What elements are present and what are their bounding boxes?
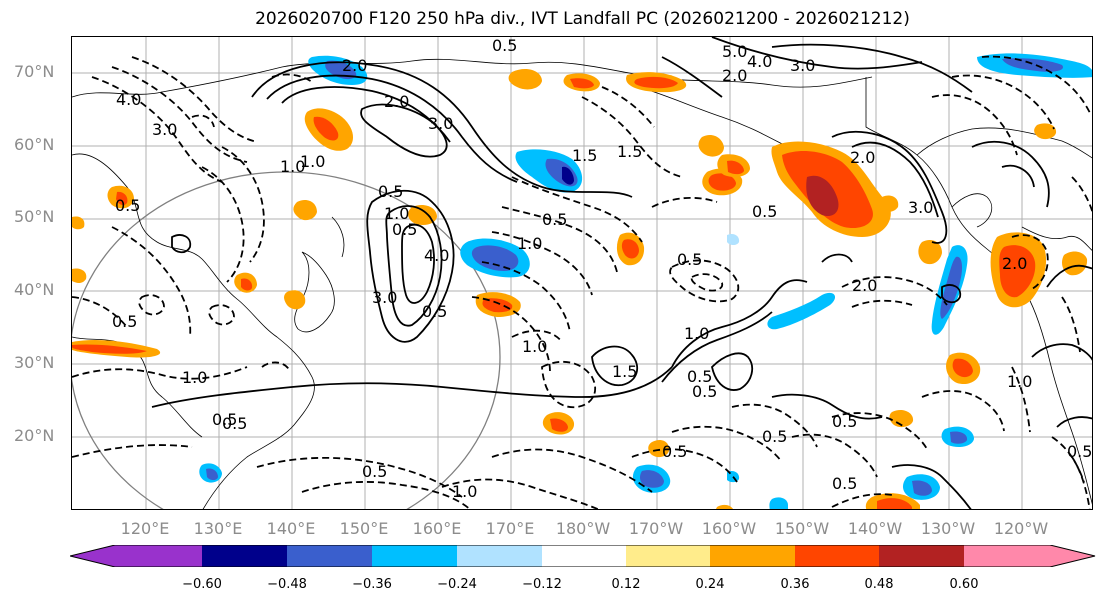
contour-label: 0.5 — [687, 367, 712, 386]
contour-label: 0.5 — [115, 196, 140, 215]
contour-label: 0.5 — [832, 412, 857, 431]
lon-label-140e: 140°E — [266, 519, 316, 538]
colorbar-segment — [372, 545, 457, 567]
contour-label: 1.5 — [612, 362, 637, 381]
colorbar-segment — [70, 545, 202, 567]
contour-label: 1.0 — [452, 482, 477, 501]
contour-label: 0.5 — [692, 382, 717, 401]
colorbar-tick-label: −0.12 — [522, 577, 562, 592]
contour-label: 0.5 — [752, 202, 777, 221]
contour-label: 1.0 — [280, 157, 305, 176]
contour-label: 3.0 — [428, 114, 453, 133]
contour-label: 3.0 — [152, 120, 177, 139]
lat-label-20n: 20°N — [14, 426, 55, 445]
colorbar-segment — [964, 545, 1095, 567]
colorbar-outline — [70, 545, 1096, 567]
lon-label-150w: 150°W — [774, 519, 830, 538]
contour-label: 1.0 — [522, 337, 547, 356]
contour-label: 0.5 — [222, 414, 247, 433]
contour-label: 0.5 — [378, 182, 403, 201]
lat-label-60n: 60°N — [14, 135, 55, 154]
contour-label: 2.0 — [852, 276, 877, 295]
lon-label-170e: 170°E — [485, 519, 535, 538]
map-canvas: 2.0 0.5 5.0 4.0 3.0 2.0 1.0 0.5 4.0 3.0 … — [72, 37, 1092, 509]
colorbar-tick-label: 0.24 — [695, 577, 725, 592]
contour-label: 1.5 — [572, 146, 597, 165]
contour-label: 2.0 — [384, 92, 409, 111]
lat-label-70n: 70°N — [14, 62, 55, 81]
range-ring — [72, 171, 501, 509]
contour-label: 0.5 — [542, 210, 567, 229]
colorbar-segment — [710, 545, 795, 567]
colorbar-tick-label: −0.24 — [437, 577, 477, 592]
lon-label-130e: 130°E — [193, 519, 243, 538]
colorbar-segment — [457, 545, 542, 567]
contour-label: 0.5 — [677, 250, 702, 269]
contour-label: 0.5 — [762, 427, 787, 446]
contour-label: 1.5 — [617, 142, 642, 161]
contour-label: 0.5 — [212, 410, 237, 429]
contour-label: 3.0 — [908, 198, 933, 217]
colorbar-tick-label: 0.60 — [949, 577, 979, 592]
contour-label: 0.5 — [662, 442, 687, 461]
lat-label-30n: 30°N — [14, 353, 55, 372]
contour-label: 3.0 — [790, 56, 815, 75]
contour-label: 0.5 — [362, 462, 387, 481]
colorbar-segment — [626, 545, 710, 567]
lon-label-120w: 120°W — [993, 519, 1049, 538]
colorbar-tick-label: 0.36 — [780, 577, 810, 592]
contour-label: 4.0 — [747, 52, 772, 71]
colorbar-segment — [795, 545, 879, 567]
contour-label: 1.0 — [1007, 372, 1032, 391]
lat-label-40n: 40°N — [14, 280, 55, 299]
map-panel: 2.0 0.5 5.0 4.0 3.0 2.0 1.0 0.5 4.0 3.0 … — [71, 36, 1093, 510]
contour-label: 0.5 — [422, 302, 447, 321]
lat-label-50n: 50°N — [14, 207, 55, 226]
negative-contours — [72, 55, 1092, 509]
contour-label: 1.0 — [517, 234, 542, 253]
contour-label: 0.5 — [1067, 442, 1092, 461]
contour-label: 0.5 — [832, 474, 857, 493]
colorbar-tick-label: −0.36 — [352, 577, 392, 592]
contour-label: 2.0 — [722, 66, 747, 85]
contour-label: 1.0 — [182, 368, 207, 387]
contour-label: 4.0 — [424, 246, 449, 265]
colorbar-tick-label: 0.48 — [864, 577, 894, 592]
lon-label-120e: 120°E — [120, 519, 170, 538]
contour-label: 4.0 — [116, 90, 141, 109]
contour-label: 0.5 — [112, 312, 137, 331]
contour-label: 1.0 — [300, 152, 325, 171]
colorbar-segment — [202, 545, 287, 567]
colorbar-tick-label: 0.12 — [611, 577, 641, 592]
contour-labels: 2.0 0.5 5.0 4.0 3.0 2.0 1.0 0.5 4.0 3.0 … — [112, 37, 1092, 501]
graticule — [72, 37, 1092, 509]
colorbar-tick-label: −0.48 — [267, 577, 307, 592]
lon-label-170w: 170°W — [628, 519, 684, 538]
contour-label: 2.0 — [342, 56, 367, 75]
lon-label-150e: 150°E — [339, 519, 389, 538]
contour-label: 5.0 — [722, 42, 747, 61]
contour-label: 2.0 — [1002, 254, 1027, 273]
contour-label: 2.0 — [850, 148, 875, 167]
lon-label-130w: 130°W — [920, 519, 976, 538]
colorbar-tick-label: −0.60 — [182, 577, 222, 592]
contour-label: 1.0 — [684, 324, 709, 343]
colorbar — [70, 545, 1096, 567]
colorbar-segment — [287, 545, 372, 567]
contour-label: 3.0 — [372, 288, 397, 307]
lon-label-180w: 180°W — [555, 519, 611, 538]
map-title: 2026020700 F120 250 hPa div., IVT Landfa… — [255, 9, 910, 29]
contour-label: 0.5 — [392, 220, 417, 239]
lon-label-140w: 140°W — [847, 519, 903, 538]
lon-label-160e: 160°E — [412, 519, 462, 538]
colorbar-segment — [542, 545, 626, 567]
contour-label: 0.5 — [492, 37, 517, 55]
contour-label: 1.0 — [384, 204, 409, 223]
shaded-pc-field — [72, 53, 1092, 509]
colorbar-segment — [879, 545, 964, 567]
lon-label-160w: 160°W — [701, 519, 757, 538]
